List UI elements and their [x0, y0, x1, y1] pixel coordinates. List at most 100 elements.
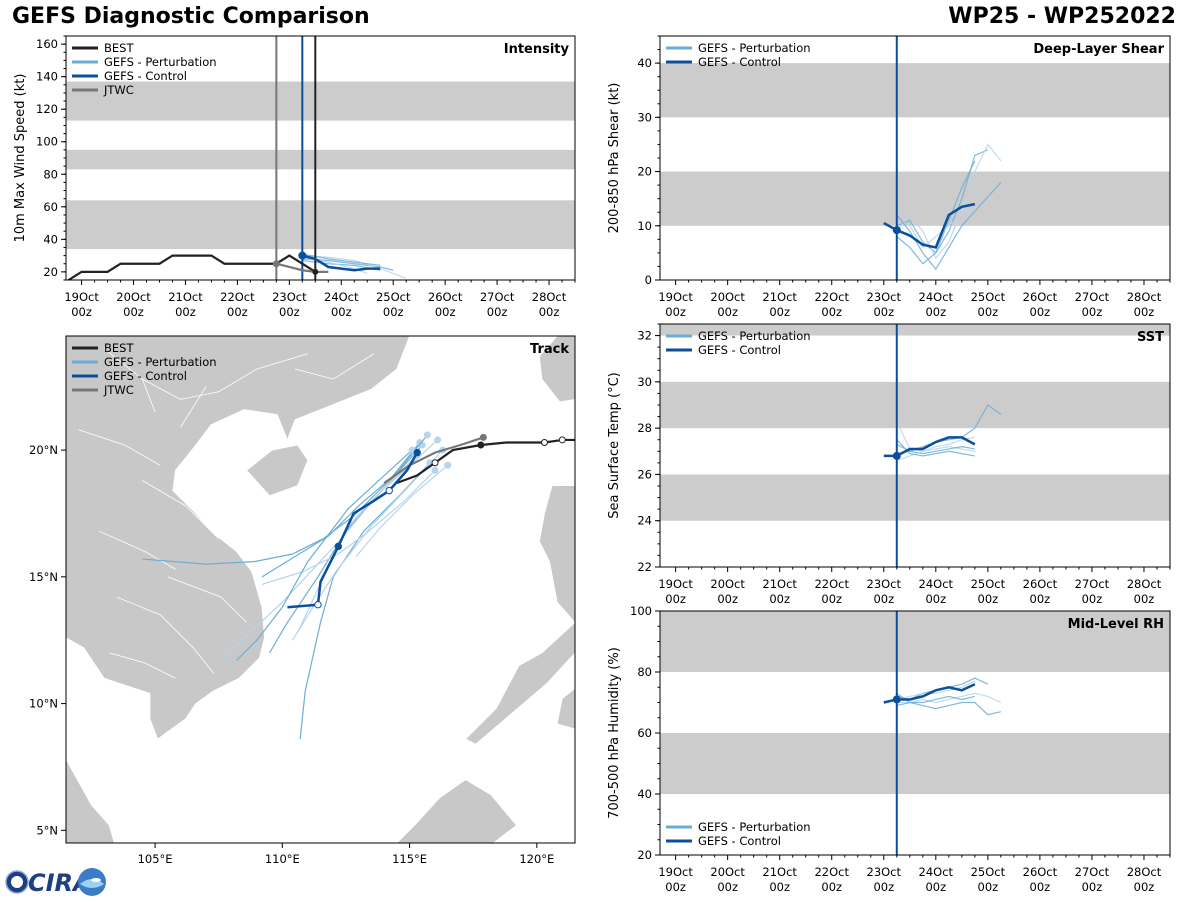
panel-track: 105°E 110°E 115°E 120°E 5°N 10°N 15°N 20°N Track… [29, 335, 576, 866]
plot-area-rh [660, 611, 1170, 855]
y-tick-label: 20 [637, 848, 652, 862]
x-tick-label-hour: 00z [435, 305, 456, 319]
series-line-control [302, 254, 381, 272]
x-tick-label-day: 24Oct [919, 577, 954, 591]
x-tick-label-day: 22Oct [814, 865, 849, 879]
storm-id-title: WP25 - WP252022 [948, 4, 1176, 29]
x-tick-label-hour: 00z [123, 305, 144, 319]
x-tick-label-hour: 00z [717, 880, 738, 894]
y-tick-label: 0 [645, 273, 652, 287]
x-tick-label-day: 21Oct [168, 290, 203, 304]
threshold-band-0 [660, 733, 1170, 794]
x-tick-label-hour: 00z [769, 305, 790, 319]
best-track-marker [540, 438, 548, 446]
panel-shear: 01020304019Oct00z20Oct00z21Oct00z22Oct00… [607, 35, 1171, 319]
threshold-band-0 [660, 474, 1170, 521]
threshold-band-0 [660, 171, 1170, 226]
x-tick-label-hour: 00z [717, 592, 738, 606]
y-tick-label: 140 [36, 70, 58, 84]
perturbation-start-marker [423, 431, 431, 439]
y-tick-label: 80 [43, 167, 58, 181]
lon-tick-label: 105°E [138, 852, 173, 866]
legend-label-control: GEFS - Control [698, 834, 781, 848]
x-tick-label-day: 27Oct [1075, 290, 1110, 304]
perturbation-member-line [896, 692, 1002, 704]
legend-label-perturbation: GEFS - Perturbation [698, 329, 811, 343]
perturbation-member-line [896, 439, 975, 457]
control-track-marker [314, 601, 322, 609]
legend-label-control: GEFS - Control [698, 343, 781, 357]
land-mass [538, 336, 575, 403]
y-axis-label: 700-500 hPa Humidity (%) [607, 647, 622, 819]
panel-intensity: 2040608010012014016019Oct00z20Oct00z21Oc… [13, 35, 576, 319]
legend-label-jtwc: JTWC [103, 383, 134, 397]
x-tick-label-hour: 00z [1134, 305, 1155, 319]
land-mass [66, 758, 115, 843]
x-tick-label-day: 28Oct [532, 290, 567, 304]
x-tick-label-day: 19Oct [658, 577, 693, 591]
panel-title: Deep-Layer Shear [1033, 42, 1164, 57]
x-tick-label-hour: 00z [539, 305, 560, 319]
y-tick-label: 24 [637, 514, 652, 528]
y-tick-label: 40 [637, 787, 652, 801]
panel-title: Intensity [504, 42, 570, 57]
y-tick-label: 60 [637, 726, 652, 740]
x-tick-label-hour: 00z [821, 880, 842, 894]
x-tick-label-day: 20Oct [710, 577, 745, 591]
legend-label-perturbation: GEFS - Perturbation [698, 820, 811, 834]
admin-border [142, 353, 308, 400]
x-tick-label-day: 21Oct [762, 865, 797, 879]
perturbation-track [236, 449, 413, 661]
perturbation-member-line [896, 160, 976, 265]
plot-area-shear [660, 36, 1170, 280]
x-tick-label-day: 22Oct [220, 290, 255, 304]
admin-border [167, 576, 247, 623]
x-tick-label-day: 25Oct [971, 577, 1006, 591]
x-tick-label-hour: 00z [821, 305, 842, 319]
x-tick-label-day: 27Oct [1075, 865, 1110, 879]
admin-border [103, 348, 156, 413]
x-tick-label-hour: 00z [978, 305, 999, 319]
x-tick-label-day: 25Oct [971, 865, 1006, 879]
land-mass [538, 485, 575, 624]
x-tick-label-day: 22Oct [814, 577, 849, 591]
threshold-band-1 [66, 149, 575, 170]
x-tick-label-day: 28Oct [1127, 290, 1162, 304]
admin-border [294, 353, 375, 380]
y-tick-label: 100 [36, 135, 58, 149]
y-tick-label: 28 [637, 421, 652, 435]
x-tick-label-day: 19Oct [658, 290, 693, 304]
panel-title: Mid-Level RH [1068, 617, 1164, 632]
x-tick-label-day: 27Oct [1075, 577, 1110, 591]
perturbation-member-line [896, 692, 975, 704]
x-tick-label-day: 26Oct [1023, 290, 1058, 304]
x-tick-label-hour: 00z [873, 592, 894, 606]
y-tick-label: 20 [43, 265, 58, 279]
perturbation-track [142, 442, 421, 565]
x-tick-label-hour: 00z [1134, 880, 1155, 894]
x-tick-label-hour: 00z [71, 305, 92, 319]
x-tick-label-day: 24Oct [324, 290, 359, 304]
y-tick-label: 160 [36, 37, 58, 51]
x-tick-label-day: 23Oct [867, 290, 902, 304]
threshold-band-2 [660, 324, 1170, 336]
panel-title: Track [530, 342, 569, 357]
legend-label-control: GEFS - Control [104, 69, 187, 83]
x-tick-label-day: 21Oct [762, 577, 797, 591]
legend-label-control: GEFS - Control [698, 55, 781, 69]
x-tick-label-day: 24Oct [919, 290, 954, 304]
control-track-marker [385, 486, 393, 495]
y-tick-label: 10 [637, 219, 652, 233]
lon-tick-label: 115°E [392, 852, 427, 866]
x-tick-label-day: 28Oct [1127, 865, 1162, 879]
perturbation-start-marker [444, 461, 452, 469]
y-tick-label: 80 [637, 665, 652, 679]
lat-tick-label: 5°N [36, 823, 58, 837]
x-tick-label-hour: 00z [383, 305, 404, 319]
cira-logo: CIRA [4, 866, 108, 898]
x-tick-label-day: 20Oct [710, 865, 745, 879]
admin-border [109, 652, 176, 679]
y-tick-label: 60 [43, 200, 58, 214]
x-tick-label-day: 20Oct [710, 290, 745, 304]
